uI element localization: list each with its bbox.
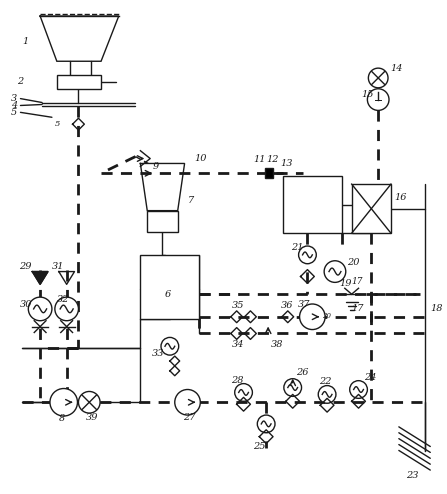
- Text: 4: 4: [11, 101, 17, 110]
- Text: 35: 35: [232, 301, 244, 310]
- Text: 29: 29: [20, 262, 32, 271]
- Text: 13: 13: [280, 159, 292, 168]
- Text: 1: 1: [22, 37, 29, 46]
- Bar: [147, 210, 178, 232]
- Text: 26: 26: [295, 369, 308, 377]
- Circle shape: [55, 297, 79, 321]
- Text: 14: 14: [390, 64, 402, 73]
- Text: 10: 10: [194, 154, 207, 163]
- Bar: [352, 184, 391, 233]
- Text: 38: 38: [271, 340, 283, 349]
- Text: 18: 18: [430, 304, 443, 313]
- Text: 20: 20: [322, 312, 331, 320]
- Text: 7: 7: [188, 196, 194, 206]
- Text: 16: 16: [394, 193, 406, 203]
- Circle shape: [299, 304, 325, 329]
- Text: 15: 15: [362, 90, 374, 99]
- Text: 17: 17: [352, 277, 363, 286]
- Text: 20: 20: [347, 258, 359, 267]
- Text: 27: 27: [183, 412, 195, 421]
- Circle shape: [367, 89, 389, 110]
- Text: 24: 24: [364, 373, 377, 382]
- Circle shape: [368, 68, 388, 88]
- Circle shape: [284, 379, 302, 396]
- Circle shape: [28, 297, 52, 321]
- Circle shape: [235, 384, 253, 401]
- Bar: [265, 168, 273, 178]
- Text: 2: 2: [17, 78, 24, 86]
- Circle shape: [50, 388, 77, 416]
- Text: 39: 39: [86, 412, 99, 421]
- Text: 19: 19: [339, 279, 351, 288]
- Text: 6: 6: [165, 289, 171, 299]
- Text: 36: 36: [281, 301, 293, 310]
- Bar: [57, 75, 101, 89]
- Text: 12: 12: [266, 155, 278, 164]
- Text: 3: 3: [11, 94, 17, 103]
- Text: 30: 30: [20, 299, 32, 308]
- Text: 17: 17: [352, 304, 364, 313]
- Text: 5: 5: [11, 108, 17, 117]
- Text: 32: 32: [57, 294, 69, 304]
- Text: 22: 22: [319, 377, 332, 386]
- Text: 34: 34: [232, 340, 244, 349]
- Polygon shape: [32, 272, 48, 285]
- Circle shape: [79, 391, 100, 413]
- Text: 9: 9: [153, 162, 160, 171]
- Circle shape: [318, 386, 336, 403]
- Circle shape: [257, 415, 275, 433]
- Text: 33: 33: [152, 349, 164, 358]
- Circle shape: [299, 246, 316, 264]
- Bar: [140, 255, 199, 319]
- Text: 11: 11: [253, 155, 266, 164]
- Text: 37: 37: [298, 299, 310, 308]
- Text: 23: 23: [406, 471, 418, 481]
- Circle shape: [324, 261, 346, 283]
- Text: 28: 28: [231, 376, 243, 385]
- Text: 8: 8: [59, 414, 65, 423]
- Circle shape: [161, 337, 179, 355]
- Text: 21: 21: [291, 243, 303, 251]
- Text: 5: 5: [55, 120, 60, 128]
- Circle shape: [175, 389, 200, 415]
- Bar: [283, 176, 342, 233]
- Circle shape: [350, 381, 367, 398]
- Text: 31: 31: [52, 262, 64, 271]
- Text: 25: 25: [253, 442, 266, 451]
